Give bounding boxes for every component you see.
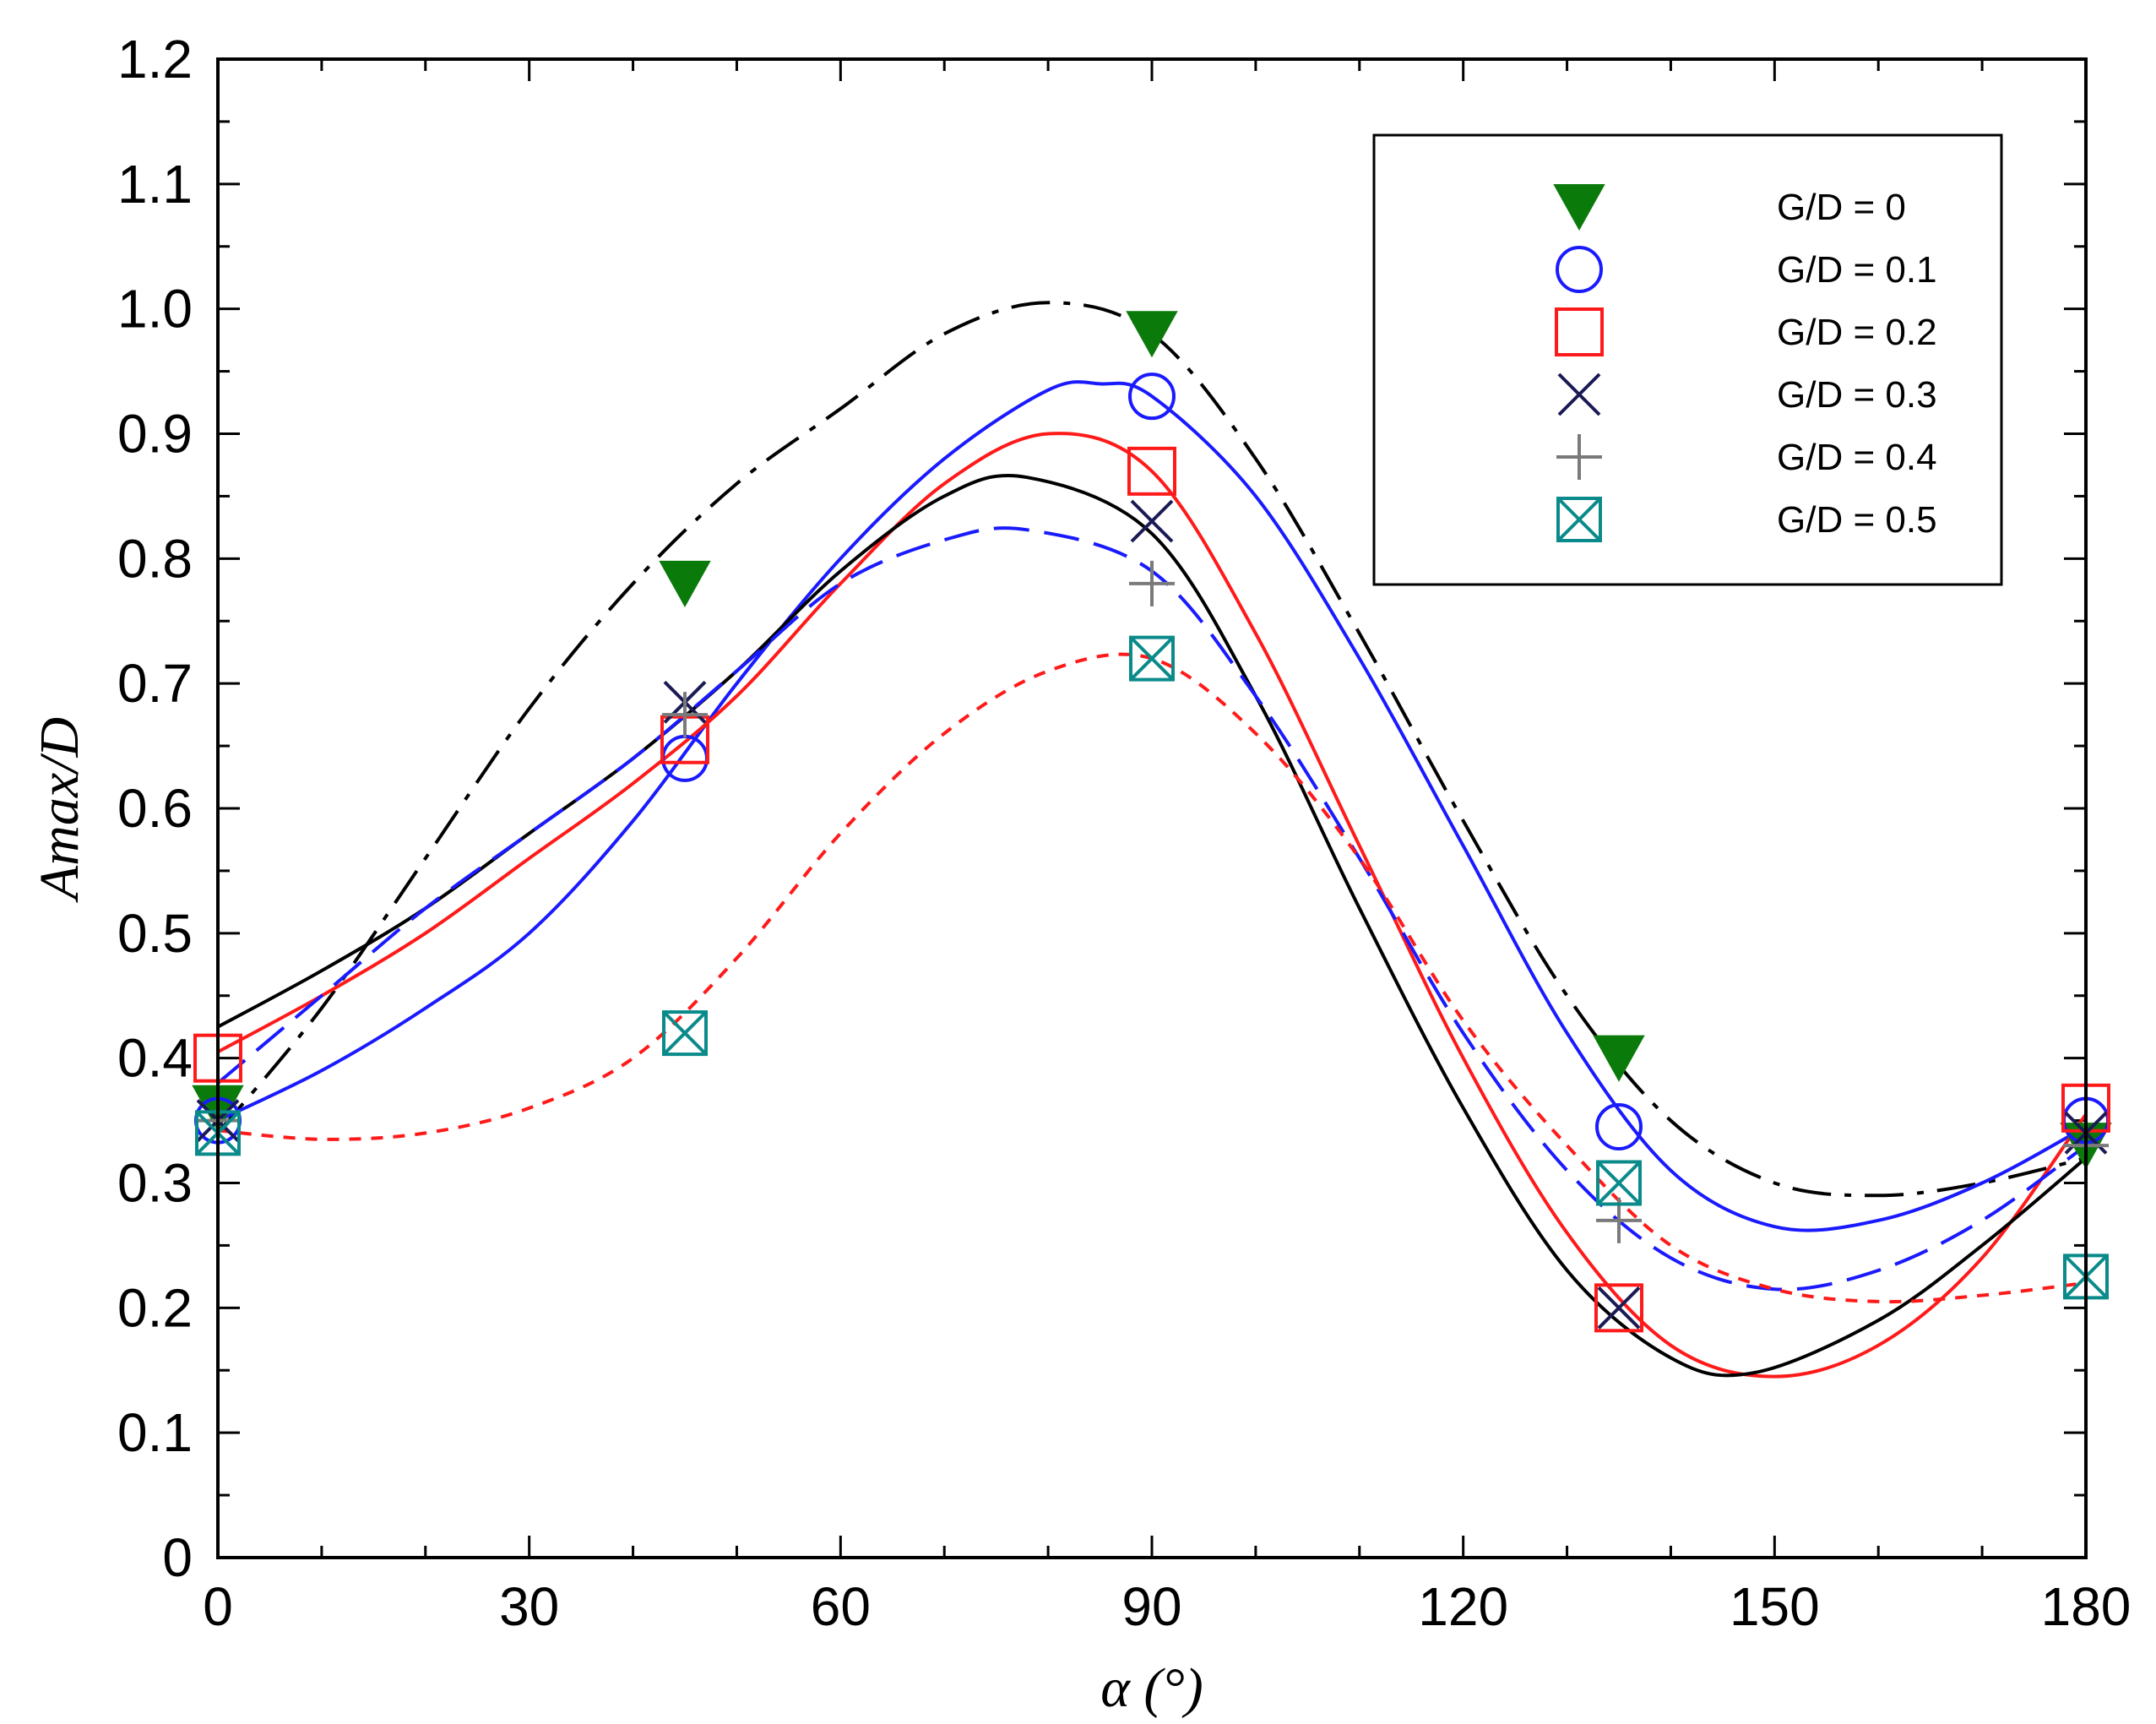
x-tick-label: 150 [1730, 1576, 1820, 1637]
legend-marker-0 [1553, 184, 1605, 231]
y-tick-label: 0 [162, 1527, 193, 1588]
marker-series-2-point-3 [1594, 1283, 1643, 1333]
x-tick-label: 180 [2041, 1576, 2132, 1637]
marker-series-3-point-2 [1130, 499, 1174, 543]
marker-series-4-point-2 [1129, 560, 1175, 606]
marker-series-4-point-1 [662, 692, 708, 738]
marker-series-0-point-2 [1126, 311, 1178, 358]
y-tick-label: 0.8 [117, 528, 193, 589]
y-tick-label: 0.3 [117, 1153, 193, 1214]
y-tick-label: 1.0 [117, 279, 193, 340]
tick-labels: 0 30 60 90 120 150 180 0 0.1 0.2 0.3 0.4 0.5 0.6 0.7 0.… [117, 29, 2131, 1637]
legend-markers [1553, 184, 1605, 542]
fit-curve-4 [216, 526, 2088, 1292]
x-tick-label: 90 [1121, 1576, 1181, 1637]
y-tick-label: 0.9 [117, 404, 193, 465]
y-tick-label: 0.4 [117, 1028, 193, 1089]
legend-label-5: G/D = 0.5 [1777, 499, 1937, 541]
legend: G/D = 0 G/D = 0.1 G/D = 0.2 G/D = 0.3 G/… [1372, 133, 2003, 586]
marker-series-5-point-1 [662, 1010, 708, 1057]
marker-series-5-point-2 [1129, 635, 1175, 682]
marker-series-0-point-1 [659, 560, 711, 607]
plot-frame [216, 57, 2088, 1559]
axis-ticks [216, 57, 2088, 1559]
x-tick-label: 0 [203, 1576, 233, 1637]
legend-label-1: G/D = 0.1 [1777, 249, 1937, 291]
y-tick-label: 0.6 [117, 778, 193, 839]
legend-box [1372, 133, 2003, 586]
marker-series-1-point-2 [1128, 373, 1176, 421]
legend-marker-4 [1556, 434, 1602, 480]
legend-marker-5 [1556, 497, 1602, 542]
x-tick-label: 60 [811, 1576, 871, 1637]
marker-series-3-point-3 [1597, 1286, 1641, 1330]
y-tick-label: 0.1 [117, 1402, 193, 1463]
legend-label-2: G/D = 0.2 [1777, 312, 1937, 353]
y-tick-label: 0.2 [117, 1277, 193, 1338]
legend-label-0: G/D = 0 [1777, 187, 1906, 228]
fit-curve-1 [217, 380, 2087, 1232]
x-axis-title: α (°) [1100, 1657, 1203, 1719]
legend-label-4: G/D = 0.4 [1777, 437, 1937, 478]
y-axis-title: Amax/D [29, 717, 90, 903]
marker-series-0-point-3 [1593, 1035, 1645, 1082]
y-tick-label: 1.1 [117, 154, 193, 215]
y-tick-label: 0.7 [117, 653, 193, 714]
legend-marker-3 [1557, 373, 1601, 416]
marker-series-5-point-3 [1596, 1160, 1642, 1206]
fit-curve-5 [217, 652, 2087, 1304]
legend-marker-2 [1555, 307, 1604, 356]
fit-curve-2 [217, 432, 2088, 1379]
legend-marker-1 [1556, 246, 1603, 293]
y-tick-label: 1.2 [117, 29, 193, 90]
y-tick-label: 0.5 [117, 903, 193, 964]
x-tick-label: 30 [499, 1576, 559, 1637]
legend-label-3: G/D = 0.3 [1777, 374, 1937, 416]
marker-series-2-point-2 [1127, 446, 1176, 496]
x-tick-label: 120 [1418, 1576, 1508, 1637]
marker-series-1-point-3 [1595, 1102, 1643, 1150]
